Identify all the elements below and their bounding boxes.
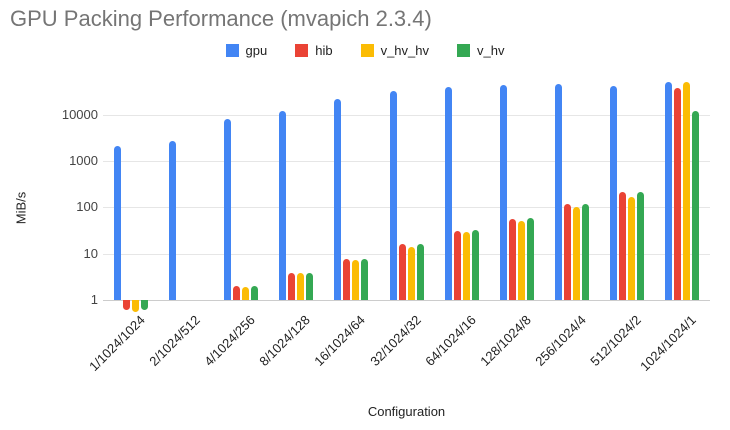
gridline	[103, 207, 710, 209]
bar-v_hv_hv[interactable]	[352, 259, 360, 300]
legend-swatch-icon	[457, 44, 470, 57]
bar-v_hv_hv[interactable]	[407, 246, 415, 300]
y-tick-label: 1	[90, 292, 98, 307]
legend-swatch-icon	[225, 44, 239, 57]
y-tick-label: 10	[83, 245, 98, 261]
bar-hib[interactable]	[232, 286, 240, 300]
bar-gpu[interactable]	[223, 119, 231, 300]
legend-label: hib	[315, 43, 333, 58]
legend-label: v_hv_hv	[380, 43, 429, 58]
legend-item-v_hv_hv[interactable]: v_hv_hv	[360, 43, 429, 58]
x-axis-baseline	[103, 300, 710, 301]
bar-v_hv[interactable]	[526, 218, 534, 300]
y-tick-label: 100	[76, 199, 98, 215]
bar-v_hv[interactable]	[250, 286, 258, 300]
bar-gpu[interactable]	[279, 111, 287, 300]
y-tick-label: 1000	[69, 153, 98, 169]
bar-v_hv_hv[interactable]	[628, 196, 636, 300]
bar-v_hv[interactable]	[637, 192, 645, 300]
bar-hib[interactable]	[619, 191, 627, 300]
bar-v_hv[interactable]	[361, 258, 369, 300]
bar-v_hv_hv[interactable]	[573, 207, 581, 300]
bar-v_hv_hv[interactable]	[683, 82, 691, 300]
x-tick-label: 1/1024/1024	[85, 312, 148, 375]
legend-item-v_hv[interactable]: v_hv	[457, 43, 504, 58]
bar-v_hv[interactable]	[416, 244, 424, 300]
legend-label: gpu	[245, 43, 268, 58]
bar-v_hv[interactable]	[582, 203, 590, 300]
bar-v_hv[interactable]	[471, 230, 479, 300]
gridline	[103, 253, 710, 255]
legend-item-gpu[interactable]: gpu	[225, 43, 268, 58]
legend-item-hib[interactable]: hib	[295, 43, 333, 58]
gridline	[103, 161, 710, 163]
bar-hib[interactable]	[453, 230, 461, 300]
chart-title: GPU Packing Performance (mvapich 2.3.4)	[10, 6, 432, 31]
bar-v_hv[interactable]	[692, 111, 700, 300]
bar-gpu[interactable]	[555, 84, 563, 300]
bar-v_hv[interactable]	[140, 300, 148, 311]
bar-hib[interactable]	[122, 300, 130, 311]
bar-gpu[interactable]	[113, 146, 121, 300]
bar-hib[interactable]	[343, 259, 351, 300]
bar-v_hv_hv[interactable]	[241, 287, 249, 300]
bar-v_hv[interactable]	[306, 272, 314, 300]
bar-gpu[interactable]	[665, 82, 673, 300]
bar-hib[interactable]	[288, 272, 296, 300]
x-axis-title: Configuration	[367, 404, 446, 419]
gridline	[103, 114, 710, 116]
legend: gpu hib v_hv_hv v_hv	[0, 43, 730, 58]
bar-gpu[interactable]	[610, 85, 618, 300]
legend-swatch-icon	[295, 44, 309, 57]
bar-gpu[interactable]	[389, 91, 397, 300]
bar-hib[interactable]	[508, 219, 516, 300]
bar-hib[interactable]	[398, 244, 406, 300]
legend-label: v_hv	[477, 43, 505, 58]
legend-swatch-icon	[360, 44, 374, 57]
y-tick-label: 10000	[61, 106, 98, 122]
bar-v_hv_hv[interactable]	[517, 221, 525, 300]
bar-v_hv_hv[interactable]	[462, 231, 470, 300]
y-axis-title: MiB/s	[13, 191, 29, 225]
bar-hib[interactable]	[564, 203, 572, 300]
bar-hib[interactable]	[674, 87, 682, 300]
bar-v_hv_hv[interactable]	[131, 300, 139, 313]
bar-gpu[interactable]	[444, 86, 452, 300]
bar-v_hv_hv[interactable]	[297, 273, 305, 300]
bar-gpu[interactable]	[499, 85, 507, 300]
bar-gpu[interactable]	[334, 98, 342, 300]
bar-gpu[interactable]	[168, 141, 176, 300]
